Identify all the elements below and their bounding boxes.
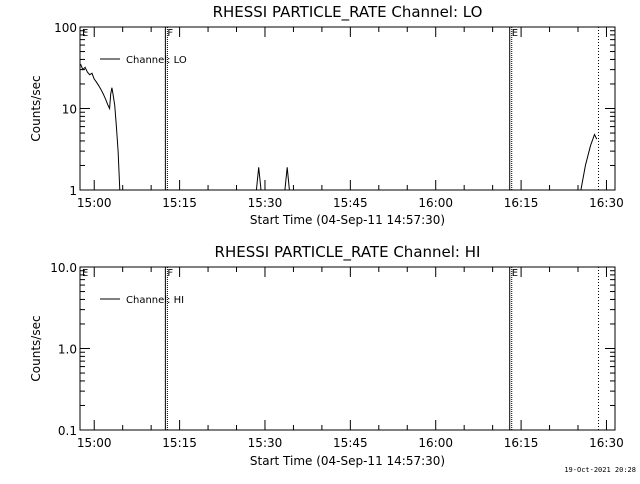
plot-frame bbox=[79, 26, 616, 191]
x-tick-label: 16:00 bbox=[418, 436, 453, 450]
x-tick-label: 16:30 bbox=[589, 436, 624, 450]
x-tick-label: 15:30 bbox=[248, 436, 283, 450]
x-axis-label: Start Time (04-Sep-11 14:57:30) bbox=[250, 454, 445, 468]
series-line bbox=[80, 64, 121, 191]
y-tick-label: 100 bbox=[54, 21, 77, 35]
timestamp: 19-Oct-2021 20:28 bbox=[564, 466, 636, 474]
x-tick-label: 15:15 bbox=[162, 436, 197, 450]
chart-title: RHESSI PARTICLE_RATE Channel: HI bbox=[215, 243, 481, 262]
series-line bbox=[580, 133, 598, 191]
x-tick-label: 16:15 bbox=[504, 196, 539, 210]
y-axis-label: Counts/sec bbox=[29, 75, 43, 141]
x-tick-label: 15:30 bbox=[248, 196, 283, 210]
x-tick-label: 16:00 bbox=[418, 196, 453, 210]
event-marker-label: E bbox=[82, 28, 88, 39]
chart-title: RHESSI PARTICLE_RATE Channel: LO bbox=[213, 3, 483, 22]
x-tick-label: 15:45 bbox=[333, 436, 368, 450]
x-tick-label: 16:30 bbox=[589, 196, 624, 210]
x-axis-label: Start Time (04-Sep-11 14:57:30) bbox=[250, 213, 445, 227]
y-tick-label: 10 bbox=[62, 103, 77, 117]
y-axis-label: Counts/sec bbox=[29, 315, 43, 381]
x-tick-label: 15:15 bbox=[162, 196, 197, 210]
y-tick-label: 1 bbox=[69, 184, 77, 198]
series-line bbox=[284, 167, 290, 191]
legend-label: Channel: LO bbox=[126, 55, 187, 66]
event-marker-label: E bbox=[82, 268, 88, 279]
event-marker-label: E bbox=[512, 268, 518, 279]
x-tick-label: 15:00 bbox=[77, 436, 112, 450]
x-tick-label: 15:00 bbox=[77, 196, 112, 210]
event-marker-label: E bbox=[512, 28, 518, 39]
series-line bbox=[255, 167, 262, 191]
legend-label: Channel: HI bbox=[126, 295, 184, 306]
y-tick-label: 1.0 bbox=[58, 343, 77, 357]
event-marker-label: F bbox=[167, 268, 173, 279]
y-tick-label: 10.0 bbox=[50, 261, 77, 275]
y-tick-label: 0.1 bbox=[58, 424, 77, 438]
x-tick-label: 15:45 bbox=[333, 196, 368, 210]
event-marker-label: F bbox=[167, 28, 173, 39]
plot-frame bbox=[79, 266, 616, 431]
x-tick-label: 16:15 bbox=[504, 436, 539, 450]
